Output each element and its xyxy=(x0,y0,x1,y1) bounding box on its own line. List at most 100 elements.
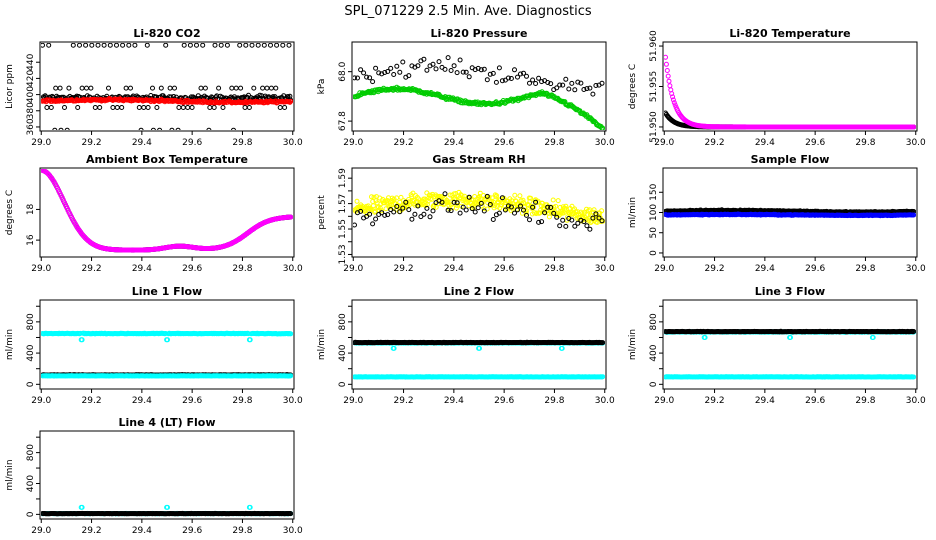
y-axis-label: degrees C xyxy=(5,190,15,235)
y-tick-label: 67.8 xyxy=(338,111,348,131)
data-point-ref xyxy=(412,211,418,217)
data-point-ref xyxy=(189,105,195,110)
data-point-main xyxy=(523,210,529,216)
data-point-ref xyxy=(206,127,212,130)
data-point-ref xyxy=(499,78,505,84)
data-point-ref xyxy=(198,85,204,91)
data-point-main xyxy=(491,205,497,211)
data-point-main xyxy=(550,197,556,203)
data-point-ref xyxy=(406,73,412,79)
x-tick-label: 29.8 xyxy=(544,138,564,148)
data-point-ref xyxy=(119,105,125,110)
y-tick-label: 440 xyxy=(26,53,36,70)
data-point-ref xyxy=(581,87,587,92)
data-point-main xyxy=(354,198,360,204)
data-point-ref xyxy=(472,209,478,215)
data-point-ref xyxy=(575,220,581,226)
data-point-ref xyxy=(478,67,484,73)
data-point-main xyxy=(534,210,540,216)
data-point-ref xyxy=(563,223,569,229)
data-point-ref xyxy=(385,69,391,74)
data-point-ref xyxy=(249,43,255,48)
data-point-ref xyxy=(79,85,85,91)
data-point-ref xyxy=(530,204,536,210)
data-point-main xyxy=(288,331,293,337)
data-point-ref xyxy=(481,208,487,214)
y-axis-label: ml/min xyxy=(5,329,15,360)
y-axis-label: ml/min xyxy=(628,197,638,228)
data-point-ref xyxy=(505,75,511,81)
data-point-ref xyxy=(472,67,478,73)
data-point-main xyxy=(476,196,482,202)
data-point-ref xyxy=(478,200,484,206)
data-point-ref xyxy=(243,43,249,48)
data-point-ref xyxy=(463,69,469,75)
x-tick-label: 29.4 xyxy=(755,264,775,274)
data-point-ref xyxy=(364,74,370,80)
y-tick-label: 1.53 xyxy=(338,244,348,264)
data-point-ref xyxy=(427,214,433,220)
data-point-main xyxy=(572,206,578,212)
data-point-ref xyxy=(379,210,385,216)
data-point-ref xyxy=(508,204,514,210)
x-tick-label: 29.2 xyxy=(705,264,725,274)
x-tick-label: 29.8 xyxy=(855,264,875,274)
data-point-ref xyxy=(355,75,360,81)
data-point-main xyxy=(671,100,677,106)
y-tick-label: 800 xyxy=(338,313,348,330)
data-point-ref xyxy=(451,199,457,205)
data-point-ref xyxy=(578,80,584,86)
data-point-main xyxy=(575,209,581,215)
data-point-ref xyxy=(282,105,288,110)
y-tick-label: 400 xyxy=(26,344,36,361)
data-point-ref xyxy=(409,216,415,222)
y-tick-label: 0 xyxy=(26,381,36,387)
y-axis-label: degrees C xyxy=(628,64,638,109)
data-point-ref xyxy=(242,105,248,110)
data-point-ref xyxy=(376,70,382,76)
data-point-main xyxy=(512,192,518,198)
data-point-main xyxy=(520,197,526,203)
data-point-ref xyxy=(233,85,239,91)
data-point-ref xyxy=(524,212,529,218)
data-point-ref xyxy=(590,91,596,97)
data-point-ref xyxy=(533,199,539,205)
data-point-ref xyxy=(367,75,373,81)
data-point-ref xyxy=(138,127,144,130)
data-point-ref xyxy=(77,43,82,48)
data-point-ref xyxy=(557,82,563,88)
x-tick-label: 29.4 xyxy=(132,138,152,148)
data-point-main xyxy=(911,212,916,218)
data-point-ref xyxy=(527,217,532,223)
data-point-ref xyxy=(421,211,427,217)
data-point-ref xyxy=(128,85,133,91)
x-tick-label: 30.0 xyxy=(283,138,303,148)
data-point-ref xyxy=(460,204,466,210)
data-point-ref xyxy=(481,66,487,72)
data-point-ref xyxy=(385,212,391,218)
data-point-ref xyxy=(220,105,226,110)
data-point-ref xyxy=(536,75,542,81)
data-point-ref xyxy=(400,59,406,65)
x-tick-label: 29.8 xyxy=(544,264,564,274)
data-point-ref xyxy=(144,43,150,48)
x-tick-label: 29.4 xyxy=(444,264,464,274)
data-point-ref xyxy=(123,85,129,91)
data-point-ref xyxy=(167,85,173,91)
plot-frame xyxy=(39,41,295,132)
x-tick-label: 30.0 xyxy=(906,264,926,274)
data-point-main xyxy=(911,124,916,130)
data-point-ref xyxy=(106,85,111,91)
data-point-ref xyxy=(563,76,569,82)
data-point-ref xyxy=(433,66,439,72)
data-point-main xyxy=(398,194,404,200)
data-point-ref xyxy=(515,74,520,80)
data-point-ref xyxy=(599,218,605,224)
data-point-ref xyxy=(415,203,421,209)
data-point-main xyxy=(430,203,436,209)
data-point-ref xyxy=(64,127,70,130)
data-point-ref xyxy=(268,85,274,91)
x-tick-label: 30.0 xyxy=(595,264,615,274)
